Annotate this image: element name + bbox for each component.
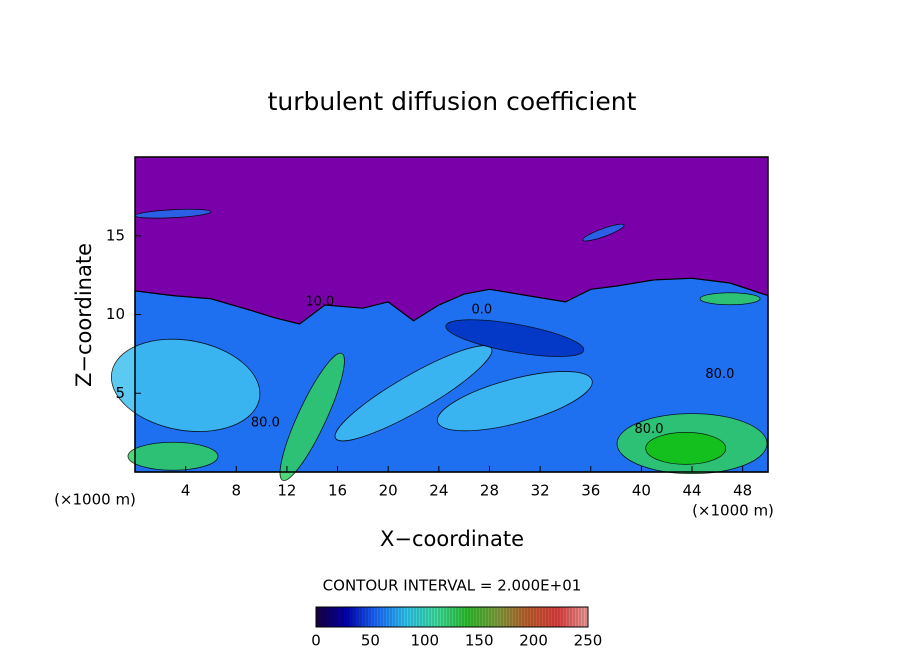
- y-axis-label: Z−coordinate: [72, 243, 96, 387]
- x-axis-label: X−coordinate: [380, 527, 524, 551]
- colorbar-tick-label: 250: [574, 632, 603, 650]
- y-tick-label: 10: [106, 305, 125, 323]
- colorbar-tick-label: 50: [361, 632, 380, 650]
- y-tick-label: 15: [106, 226, 125, 244]
- x-tick-label: 40: [632, 482, 651, 500]
- x-tick-label: 44: [682, 482, 701, 500]
- field-swirl: [436, 371, 593, 432]
- field-swirl: [279, 352, 345, 481]
- colorbar-tick-label: 150: [465, 632, 494, 650]
- field-swirl: [699, 292, 761, 306]
- x-tick-label: 36: [581, 482, 600, 500]
- chart-title: turbulent diffusion coefficient: [268, 87, 637, 116]
- colorbar-tick-label: 0: [311, 632, 321, 650]
- colorbar-tick-label: 100: [410, 632, 439, 650]
- x-tick-label: 28: [480, 482, 499, 500]
- field-swirl: [127, 441, 219, 471]
- x-tick-label: 8: [232, 482, 242, 500]
- field-swirl: [445, 319, 585, 357]
- field-swirl: [334, 345, 493, 442]
- contour-label: 10.0: [305, 294, 334, 309]
- contour-label: 80.0: [251, 416, 280, 431]
- x-tick-label: 16: [328, 482, 347, 500]
- field-swirl: [645, 431, 727, 465]
- x-tick-label: 24: [429, 482, 448, 500]
- x-tick-label: 32: [531, 482, 550, 500]
- field-swirl: [110, 338, 261, 432]
- colorbar-tick-label: 200: [519, 632, 548, 650]
- contour-label: 80.0: [635, 422, 664, 437]
- contour-label: 0.0: [472, 302, 493, 317]
- x-unit-label: (×1000 m): [692, 502, 774, 520]
- x-unit-label: (×1000 m): [54, 491, 136, 509]
- x-tick-label: 20: [379, 482, 398, 500]
- field-swirl: [582, 223, 625, 242]
- contour-label: 80.0: [705, 367, 734, 382]
- x-tick-label: 48: [733, 482, 752, 500]
- x-tick-label: 12: [277, 482, 296, 500]
- contour-interval: CONTOUR INTERVAL = 2.000E+01: [323, 577, 582, 595]
- y-tick-label: 5: [115, 384, 125, 402]
- field: [110, 157, 769, 481]
- x-tick-label: 4: [181, 482, 191, 500]
